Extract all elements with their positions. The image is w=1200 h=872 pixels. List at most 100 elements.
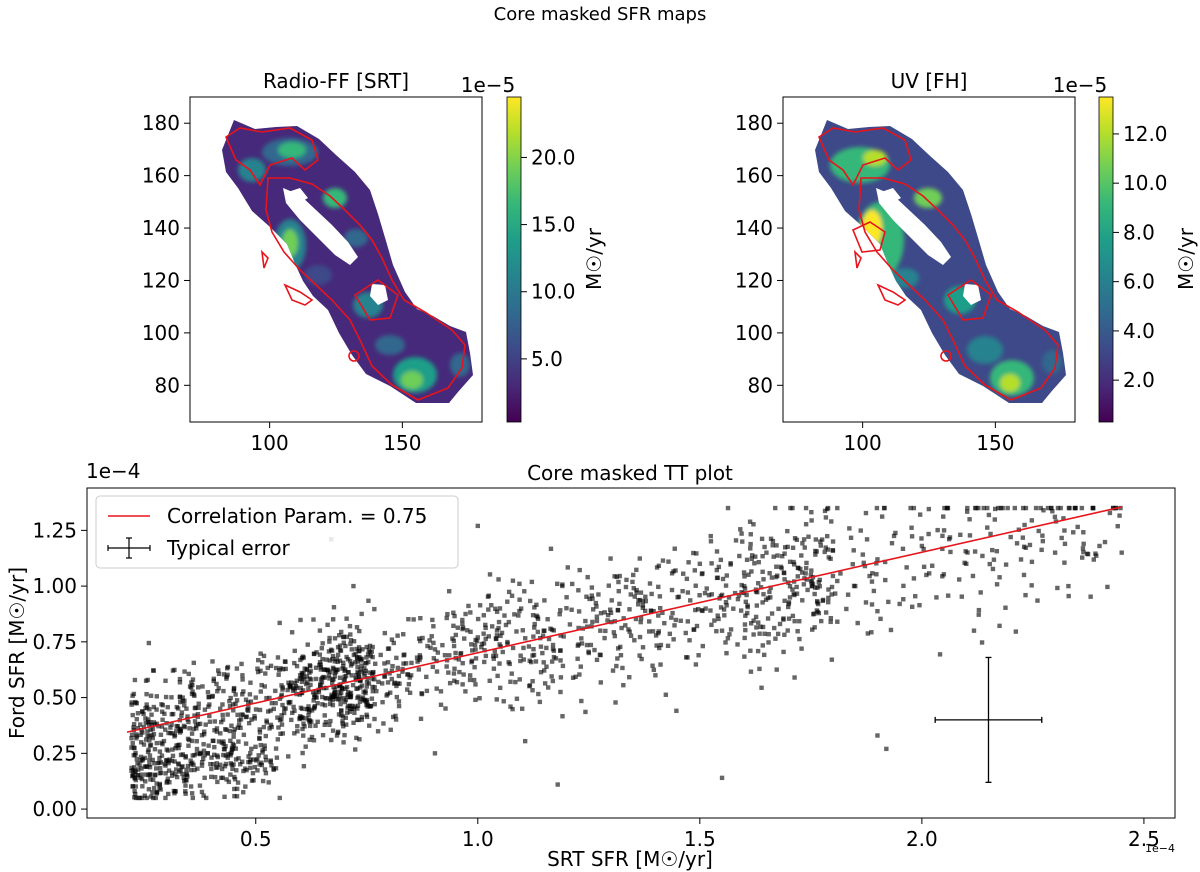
- scatter-point: [275, 655, 281, 660]
- scatter-point: [333, 696, 339, 702]
- scatter-point: [792, 675, 797, 680]
- scatter-point: [375, 729, 381, 734]
- scatter-point: [461, 672, 466, 677]
- scatter-point: [138, 722, 143, 727]
- scatter-point: [287, 683, 292, 688]
- scatter-point: [583, 709, 588, 715]
- scatter-point: [643, 598, 649, 604]
- y-tick-label: 100: [735, 321, 773, 345]
- scatter-point: [548, 546, 554, 551]
- scatter-point: [318, 665, 324, 670]
- scatter-point: [640, 603, 646, 608]
- scatter-point: [378, 652, 383, 658]
- scatter-point: [647, 629, 652, 634]
- scatter-point: [366, 648, 372, 653]
- scatter-point: [202, 753, 207, 758]
- scatter-point: [483, 653, 489, 659]
- scatter-point: [152, 747, 158, 752]
- scatter-point: [134, 756, 140, 762]
- scatter-point: [332, 659, 338, 664]
- scatter-point: [305, 642, 310, 647]
- scatter-point: [273, 665, 279, 671]
- scatter-point: [339, 686, 345, 691]
- scatter-point: [168, 725, 173, 730]
- scatter-point: [708, 533, 713, 539]
- scatter-point: [261, 653, 267, 659]
- scatter-point: [576, 588, 581, 593]
- scatter-point: [714, 567, 719, 573]
- scatter-point: [341, 695, 347, 701]
- scatter-point: [327, 658, 332, 663]
- scatter-point: [940, 546, 945, 552]
- scatter-point: [706, 592, 712, 598]
- scatter-point: [469, 642, 474, 647]
- scatter-point: [567, 622, 573, 627]
- scatter-point: [139, 727, 144, 733]
- scatter-point: [221, 688, 226, 694]
- scatter-y-offset: 1e−4: [86, 459, 141, 483]
- scatter-point: [759, 685, 764, 690]
- scatter-point: [978, 590, 983, 595]
- scatter-point: [313, 665, 319, 670]
- scatter-point: [229, 723, 234, 728]
- scatter-point: [748, 621, 754, 626]
- scatter-point: [669, 571, 675, 576]
- scatter-point: [309, 734, 315, 740]
- scatter-point: [451, 671, 457, 676]
- scatter-point: [279, 722, 285, 727]
- scatter-point: [406, 681, 412, 687]
- scatter-point: [366, 598, 371, 603]
- scatter-point: [246, 708, 251, 713]
- scatter-point: [447, 653, 452, 658]
- scatter-point: [283, 706, 288, 711]
- scatter-point: [757, 631, 762, 636]
- scatter-point: [271, 766, 276, 771]
- colorbar-tick-label: 8.0: [1123, 220, 1155, 244]
- scatter-point: [748, 532, 753, 537]
- scatter-point: [292, 648, 297, 654]
- scatter-point: [980, 553, 985, 559]
- scatter-point: [442, 653, 448, 658]
- scatter-point: [472, 642, 478, 648]
- scatter-point: [394, 683, 399, 689]
- scatter-point: [174, 723, 179, 729]
- scatter-point: [992, 506, 998, 512]
- scatter-point: [886, 599, 891, 605]
- scatter-point: [489, 624, 495, 629]
- scatter-point: [357, 699, 363, 704]
- scatter-point: [348, 694, 353, 700]
- scatter-point: [790, 505, 795, 511]
- scatter-point: [493, 653, 499, 659]
- x-tick-label: 0.5: [240, 827, 272, 851]
- scatter-point: [473, 697, 478, 703]
- scatter-point: [560, 714, 565, 719]
- scatter-point: [867, 573, 872, 579]
- scatter-point: [540, 633, 546, 638]
- scatter-point: [341, 740, 346, 745]
- scatter-point: [558, 658, 563, 663]
- scatter-point: [826, 555, 831, 560]
- scatter-point: [585, 624, 590, 629]
- scatter-point: [911, 505, 917, 511]
- y-tick-label: 120: [735, 268, 773, 292]
- scatter-point: [528, 598, 533, 604]
- scatter-point: [636, 602, 641, 607]
- x-tick-label: 150: [976, 431, 1014, 455]
- scatter-point: [419, 691, 424, 696]
- scatter-point: [540, 650, 545, 656]
- scatter-point: [340, 721, 345, 726]
- scatter-point: [317, 628, 323, 633]
- scatter-point: [238, 725, 243, 731]
- scatter-point: [589, 593, 595, 598]
- scatter-point: [787, 584, 793, 589]
- scatter-point: [240, 677, 245, 682]
- scatter-point: [653, 673, 658, 678]
- scatter-point: [290, 688, 296, 693]
- scatter-point: [188, 784, 194, 789]
- scatter-point: [331, 605, 337, 610]
- scatter-point: [428, 645, 433, 650]
- scatter-point: [214, 761, 220, 766]
- x-tick-label: 2.0: [906, 827, 938, 851]
- colorbar-uv: [1098, 96, 1114, 423]
- scatter-point: [342, 677, 348, 682]
